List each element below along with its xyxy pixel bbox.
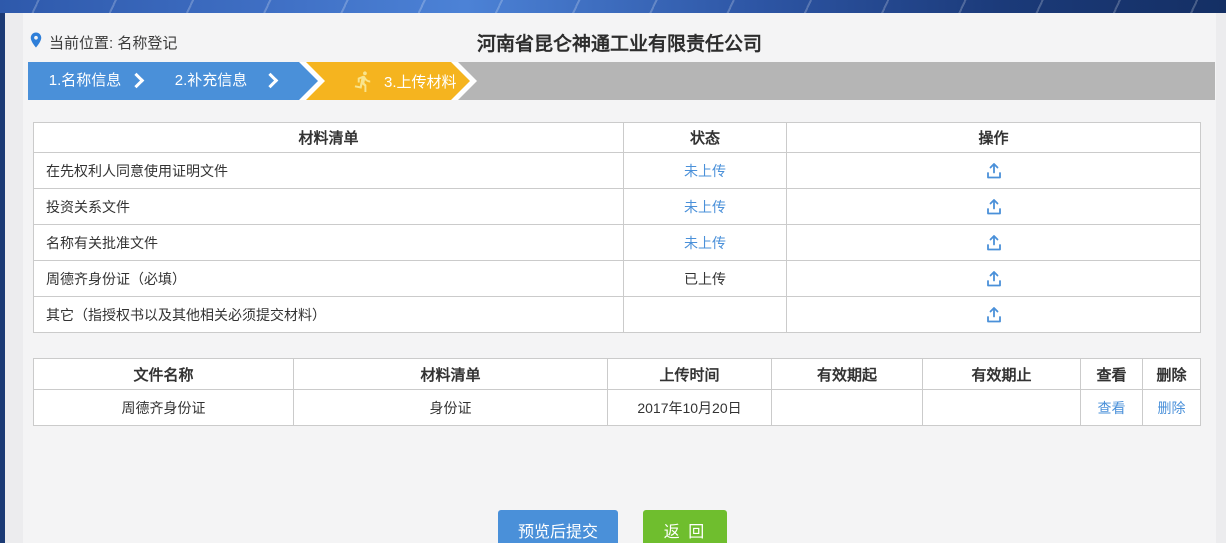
- col-header-file-name: 文件名称: [33, 358, 294, 390]
- col-header-action: 操作: [786, 122, 1201, 153]
- header-row: 当前位置: 名称登记 河南省昆仑神通工业有限责任公司: [23, 27, 1216, 55]
- file-material: 身份证: [293, 389, 608, 426]
- running-person-icon: [352, 70, 375, 93]
- steps-completed-segment: 1.名称信息 2.补充信息: [28, 62, 318, 100]
- files-header-row: 文件名称 材料清单 上传时间 有效期起 有效期止 查看 删除: [33, 358, 1201, 390]
- upload-icon[interactable]: [984, 269, 1004, 289]
- col-header-upload-time: 上传时间: [607, 358, 772, 390]
- col-header-delete: 删除: [1142, 358, 1201, 390]
- status-link[interactable]: 未上传: [684, 234, 726, 251]
- left-edge-strip: [0, 13, 5, 543]
- materials-table: 材料清单 状态 操作 在先权利人同意使用证明文件 未上传 投资关系文件 未上传 …: [33, 122, 1201, 333]
- material-name: 其它（指授权书以及其他相关必须提交材料）: [33, 296, 624, 333]
- col-header-view: 查看: [1080, 358, 1143, 390]
- status-link[interactable]: 未上传: [684, 198, 726, 215]
- table-row: 周德齐身份证（必填） 已上传: [33, 260, 1201, 297]
- file-upload-time: 2017年10月20日: [607, 389, 772, 426]
- table-row: 名称有关批准文件 未上传: [33, 224, 1201, 261]
- page-title: 河南省昆仑神通工业有限责任公司: [476, 34, 762, 55]
- material-name: 名称有关批准文件: [33, 224, 624, 261]
- table-row: 投资关系文件 未上传: [33, 188, 1201, 225]
- top-banner: [0, 0, 1226, 13]
- delete-link[interactable]: 删除: [1157, 399, 1186, 416]
- file-valid-from: [771, 389, 923, 426]
- tab-step-2-extra-info[interactable]: 2.补充信息: [174, 72, 248, 89]
- table-row: 其它（指授权书以及其他相关必须提交材料）: [33, 296, 1201, 333]
- col-header-material-list: 材料清单: [33, 122, 624, 153]
- status-link[interactable]: 未上传: [684, 162, 726, 179]
- col-header-status: 状态: [623, 122, 787, 153]
- col-header-valid-to: 有效期止: [922, 358, 1081, 390]
- upload-icon[interactable]: [984, 233, 1004, 253]
- upload-icon[interactable]: [984, 305, 1004, 325]
- view-link[interactable]: 查看: [1097, 399, 1126, 416]
- table-row: 周德齐身份证 身份证 2017年10月20日 查看 删除: [33, 389, 1201, 426]
- uploaded-files-table: 文件名称 材料清单 上传时间 有效期起 有效期止 查看 删除 周德齐身份证 身份…: [33, 358, 1201, 426]
- col-header-material-list: 材料清单: [293, 358, 608, 390]
- back-button[interactable]: 返 回: [643, 510, 727, 543]
- step-wizard: 3.上传材料 1.名称信息 2.补充信息: [28, 62, 1215, 100]
- table-row: 在先权利人同意使用证明文件 未上传: [33, 152, 1201, 189]
- location-pin-icon: [27, 31, 45, 49]
- step-3-label: 3.上传材料: [384, 73, 457, 91]
- upload-icon[interactable]: [984, 161, 1004, 181]
- tab-step-1-name-info[interactable]: 1.名称信息: [48, 72, 122, 89]
- file-name: 周德齐身份证: [33, 389, 294, 426]
- content-panel: 当前位置: 名称登记 河南省昆仑神通工业有限责任公司 3.上传材料 1.名称信息…: [23, 13, 1216, 543]
- material-name: 周德齐身份证（必填）: [33, 260, 624, 297]
- preview-submit-button[interactable]: 预览后提交: [498, 510, 618, 543]
- material-name: 投资关系文件: [33, 188, 624, 225]
- materials-header-row: 材料清单 状态 操作: [33, 122, 1201, 153]
- status-text: 已上传: [684, 270, 726, 287]
- material-name: 在先权利人同意使用证明文件: [33, 152, 624, 189]
- file-valid-to: [922, 389, 1081, 426]
- col-header-valid-from: 有效期起: [771, 358, 923, 390]
- breadcrumb: 当前位置: 名称登记: [49, 35, 178, 52]
- upload-icon[interactable]: [984, 197, 1004, 217]
